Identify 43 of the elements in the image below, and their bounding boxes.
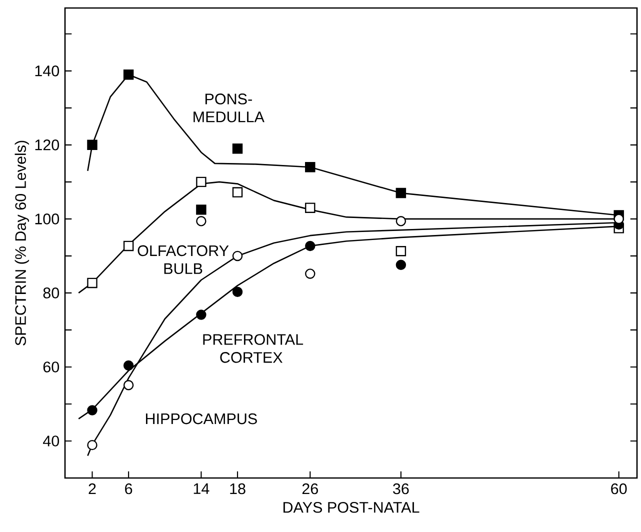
y-tick-label: 120 — [35, 140, 60, 150]
y-tick-label: 80 — [43, 288, 60, 298]
x-tick-label: 18 — [230, 483, 246, 494]
point — [232, 250, 243, 262]
point — [232, 144, 243, 154]
point — [232, 187, 243, 198]
x-tick-label: 6 — [125, 483, 132, 494]
point — [396, 188, 406, 198]
x-axis-title: DAYS POST-NATAL — [283, 502, 420, 513]
point — [87, 405, 98, 416]
point — [196, 176, 206, 188]
point — [87, 440, 98, 450]
point — [305, 162, 316, 172]
x-tick-label: 60 — [611, 483, 627, 494]
series-label: PREFRONTAL CORTEX — [203, 334, 304, 363]
point — [196, 204, 206, 215]
point — [196, 310, 206, 320]
series-label: OLFACTORY BULB — [138, 245, 229, 274]
point — [123, 69, 134, 80]
point — [305, 202, 316, 213]
y-tick-label: 40 — [43, 436, 60, 446]
y-tick-label: 100 — [35, 214, 60, 224]
x-tick-label: 14 — [194, 483, 210, 494]
text: PONS-MEDULLA — [194, 94, 264, 122]
point — [123, 240, 134, 252]
y-tick-label: 140 — [35, 66, 60, 76]
point — [123, 380, 134, 390]
x-tick-label: 26 — [302, 483, 318, 494]
point — [87, 278, 98, 288]
point — [305, 268, 316, 279]
x-tick-label: 36 — [393, 483, 409, 494]
point — [396, 216, 406, 226]
point — [123, 360, 134, 371]
y-axis-title: SPECTRIN (% Day 60 Levels) — [14, 140, 30, 346]
point — [396, 260, 406, 270]
point — [305, 240, 316, 252]
point — [396, 246, 406, 256]
y-tick-label: 60 — [43, 362, 60, 372]
point — [196, 216, 206, 226]
series-label: HIPPOCAMPUS — [146, 413, 257, 424]
point — [87, 140, 98, 150]
point — [232, 286, 243, 297]
x-tick-label: 2 — [88, 483, 96, 494]
